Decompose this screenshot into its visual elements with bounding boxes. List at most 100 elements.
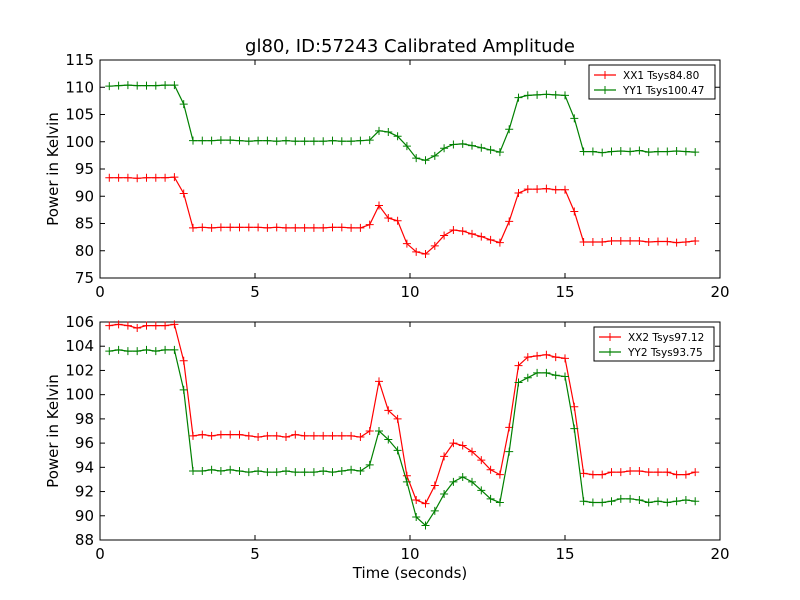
data-point-marker [430, 481, 439, 490]
data-point-marker [616, 236, 625, 245]
data-point-marker [561, 185, 569, 194]
data-point-marker [384, 214, 393, 223]
data-point-marker [486, 235, 495, 244]
data-point-marker [579, 238, 588, 247]
data-point-marker [179, 189, 188, 198]
series-xx [105, 320, 700, 508]
data-point-marker [179, 385, 188, 394]
data-point-marker [393, 414, 402, 423]
data-point-marker [384, 435, 393, 444]
data-point-marker [384, 127, 393, 136]
data-point-marker [477, 143, 486, 152]
data-point-marker [244, 468, 253, 477]
data-point-marker [514, 93, 523, 102]
data-point-marker [309, 223, 318, 232]
data-point-marker [328, 468, 337, 477]
legend: XX2 Tsys97.12 YY2 Tsys93.75 [593, 326, 715, 362]
data-point-marker [244, 137, 253, 146]
data-point-marker [365, 220, 374, 229]
data-point-marker [198, 466, 207, 475]
data-point-marker [561, 354, 569, 363]
y-tick-label: 88 [75, 531, 94, 549]
data-point-marker [105, 347, 114, 356]
legend-entry-label: YY1 Tsys100.47 [622, 85, 704, 97]
x-tick-label: 5 [250, 283, 260, 301]
data-point-marker [412, 247, 421, 256]
data-point-marker [551, 371, 560, 380]
data-point-marker [226, 136, 235, 145]
data-point-marker [282, 466, 290, 475]
data-point-marker [477, 232, 486, 241]
data-point-marker [495, 148, 504, 157]
data-point-marker [114, 320, 123, 329]
data-point-marker [282, 223, 290, 232]
data-point-marker [616, 147, 625, 156]
y-tick-label: 105 [65, 106, 94, 124]
data-point-marker [607, 236, 616, 245]
data-point-marker [468, 141, 476, 150]
y-axis-label: Power in Kelvin [44, 112, 62, 226]
data-point-marker [272, 431, 281, 440]
data-point-marker [691, 236, 700, 245]
data-point-marker [579, 497, 588, 506]
data-point-marker [272, 137, 281, 146]
data-point-marker [207, 465, 216, 474]
data-point-marker [440, 144, 449, 153]
data-point-marker [477, 486, 486, 495]
data-point-marker [300, 431, 309, 440]
series-line [109, 323, 696, 505]
data-point-marker [198, 223, 207, 232]
data-point-marker [291, 223, 300, 232]
data-point-marker [254, 466, 263, 475]
data-point-marker [635, 236, 644, 245]
data-point-marker [598, 470, 607, 479]
series-line [109, 176, 696, 255]
data-point-marker [216, 430, 225, 439]
y-tick-label: 115 [65, 51, 94, 69]
data-point-marker [272, 223, 281, 232]
y-tick-label: 90 [75, 187, 94, 205]
data-point-marker [421, 521, 430, 530]
data-point-marker [133, 324, 142, 333]
data-point-marker [216, 466, 225, 475]
data-point-marker [533, 185, 542, 194]
data-point-marker [170, 320, 179, 329]
data-point-marker [337, 431, 346, 440]
data-point-marker [337, 137, 346, 146]
data-point-marker [161, 81, 170, 90]
data-point-marker [356, 466, 365, 475]
x-tick-label: 10 [400, 545, 419, 563]
data-point-marker [254, 433, 263, 442]
data-point-marker [542, 184, 551, 193]
data-point-marker [654, 237, 662, 246]
data-point-marker [523, 91, 532, 100]
data-point-marker [263, 136, 272, 145]
data-point-marker [440, 452, 449, 461]
data-point-marker [123, 173, 132, 182]
data-point-marker [356, 136, 365, 145]
data-point-marker [523, 185, 532, 194]
data-point-marker [412, 496, 421, 505]
data-point-marker [133, 81, 142, 90]
data-point-marker [644, 498, 653, 507]
data-point-marker [170, 81, 179, 90]
data-point-marker [505, 447, 514, 456]
x-tick-label: 20 [710, 283, 729, 301]
x-tick-label: 15 [555, 283, 574, 301]
data-point-marker [375, 126, 383, 135]
data-point-marker [244, 431, 253, 440]
data-point-marker [588, 238, 597, 247]
data-point-marker [282, 433, 290, 442]
data-point-marker [533, 368, 542, 377]
legend-marker [606, 348, 614, 356]
data-point-marker [300, 468, 309, 477]
data-point-marker [365, 427, 374, 435]
data-point-marker [691, 468, 700, 477]
data-point-marker [235, 136, 244, 145]
data-point-marker [542, 368, 551, 377]
data-point-marker [226, 223, 235, 232]
data-point-marker [635, 146, 644, 155]
y-tick-label: 110 [65, 78, 94, 96]
data-point-marker [142, 345, 151, 354]
